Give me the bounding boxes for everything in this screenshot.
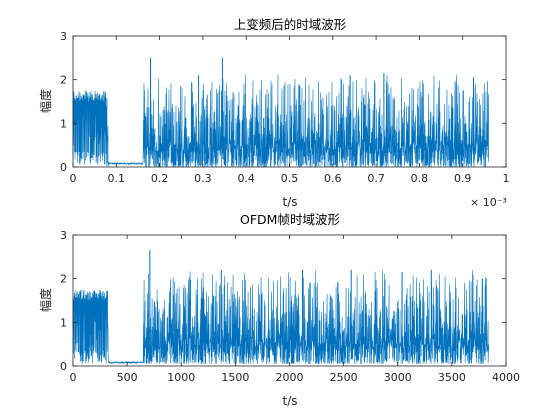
subplot-2-x-tick-label: 1500 bbox=[221, 371, 249, 384]
subplot-2-x-tick-label: 3000 bbox=[384, 371, 412, 384]
subplot-2: OFDM帧时域波形 0 500 1000 1500 2000 2500 3000 3500 40… bbox=[38, 212, 520, 408]
subplot-1-title: 上变频后的时域波形 bbox=[234, 17, 347, 32]
subplot-1-signal-line bbox=[72, 74, 489, 168]
subplot-2-y-tick-label: 0 bbox=[60, 360, 67, 373]
subplot-2-x-tick-label: 2000 bbox=[276, 371, 304, 384]
subplot-1-x-label: t/s bbox=[283, 195, 298, 209]
subplot-1-y-ticks: 0 1 2 3 bbox=[60, 30, 506, 174]
subplot-1-x-ticks: 0 0.1 0.2 0.3 0.4 0.5 0.6 0.7 0.8 0.9 1 bbox=[70, 36, 510, 185]
subplot-2-y-label: 幅度 bbox=[38, 288, 53, 312]
subplot-1: 上变频后的时域波形 0 0.1 0.2 0.3 0.4 0.5 0.6 0.7 0.8 0.9 1 … bbox=[38, 17, 510, 209]
subplot-1-y-tick-label: 3 bbox=[60, 30, 67, 43]
subplot-1-x-tick-label: 0.7 bbox=[367, 172, 385, 185]
subplot-1-x-tick-label: 0.4 bbox=[237, 172, 255, 185]
subplot-1-y-label: 幅度 bbox=[38, 89, 53, 113]
subplot-1-x-tick-label: 1 bbox=[503, 172, 510, 185]
subplot-1-x-exponent: × 10⁻³ bbox=[470, 196, 507, 209]
subplot-1-x-tick-label: 0.9 bbox=[454, 172, 472, 185]
subplot-2-x-ticks: 0 500 1000 1500 2000 2500 3000 3500 4000 bbox=[70, 235, 520, 384]
subplot-1-x-tick-label: 0.5 bbox=[281, 172, 299, 185]
subplot-1-x-tick-label: 0.8 bbox=[411, 172, 429, 185]
subplot-2-x-tick-label: 500 bbox=[117, 371, 138, 384]
subplot-2-x-tick-label: 3500 bbox=[438, 371, 466, 384]
subplot-2-x-tick-label: 0 bbox=[70, 371, 77, 384]
subplot-1-x-tick-label: 0.1 bbox=[108, 172, 126, 185]
subplot-1-x-tick-label: 0.2 bbox=[151, 172, 169, 185]
subplot-1-line-series bbox=[72, 57, 489, 168]
subplot-2-x-tick-label: 1000 bbox=[167, 371, 195, 384]
subplot-1-x-tick-label: 0 bbox=[70, 172, 77, 185]
subplot-1-y-tick-label: 0 bbox=[60, 161, 67, 174]
subplot-1-y-tick-label: 1 bbox=[60, 117, 67, 130]
subplot-2-signal-line bbox=[72, 270, 489, 365]
subplot-2-y-tick-label: 3 bbox=[60, 229, 67, 242]
subplot-2-y-ticks: 0 1 2 3 bbox=[60, 229, 506, 373]
subplot-2-line-series bbox=[72, 250, 489, 365]
subplot-2-title: OFDM帧时域波形 bbox=[240, 212, 340, 227]
subplot-2-y-tick-label: 1 bbox=[60, 316, 67, 329]
subplot-1-x-tick-label: 0.6 bbox=[324, 172, 342, 185]
subplot-2-x-tick-label: 4000 bbox=[492, 371, 520, 384]
subplot-2-x-tick-label: 2500 bbox=[330, 371, 358, 384]
subplot-1-x-tick-label: 0.3 bbox=[194, 172, 212, 185]
subplot-1-y-tick-label: 2 bbox=[60, 74, 67, 87]
subplot-2-x-label: t/s bbox=[283, 394, 298, 408]
subplot-2-y-tick-label: 2 bbox=[60, 273, 67, 286]
